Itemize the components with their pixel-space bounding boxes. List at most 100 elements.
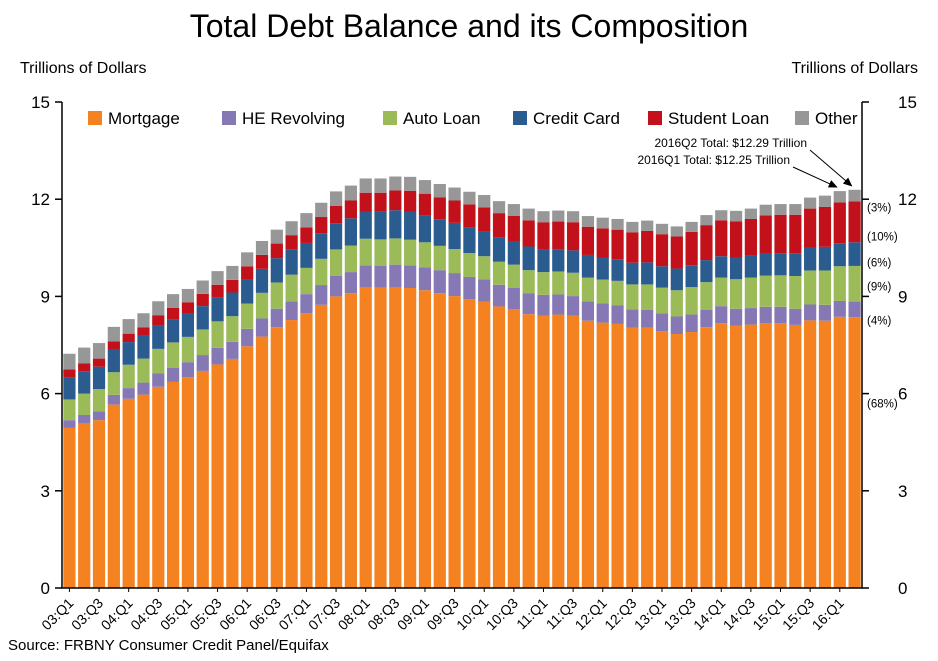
bar-segment-auto-loan [329,249,343,276]
bar-segment-other [522,208,535,221]
bar-03:Q4 [107,326,120,588]
legend-item-student-loan: Student Loan [648,109,769,128]
x-tick-label: 09:Q3 [423,595,461,633]
bar-segment-auto-loan [581,277,595,302]
y-tick-label-left: 6 [41,385,50,404]
x-tick-label: 09:Q1 [394,595,432,633]
bar-segment-credit-card [789,253,802,276]
bar-segment-other [581,216,595,227]
bar-segment-student-loan [181,302,195,314]
bar-segment-student-loan [344,200,357,219]
y-tick-label-left: 12 [31,190,50,209]
bar-segment-student-loan [329,206,343,224]
y-tick-label-left: 9 [41,287,50,306]
bar-segment-other [596,217,609,229]
bar-segment-auto-loan [848,265,861,302]
bar-segment-student-loan [300,227,313,243]
bar-segment-credit-card [122,342,135,365]
legend: Mortgage HE Revolving Auto Loan Credit Card… [88,109,858,128]
bar-segment-credit-card [418,215,432,243]
bar-segment-he-revolving [167,367,180,382]
bar-segment-student-loan [492,213,506,238]
bar-segment-credit-card [611,259,624,281]
bar-segment-other [685,221,698,232]
bar-segment-he-revolving [404,265,417,288]
bar-segment-student-loan [359,192,372,212]
bar-segment-auto-loan [522,270,535,294]
bar-segment-credit-card [774,253,787,276]
bar-segment-mortgage [226,358,239,588]
x-tick-label: 07:Q3 [305,595,343,633]
x-tick-label: 03:Q3 [68,595,106,633]
bar-segment-credit-card [315,233,328,259]
bar-segment-credit-card [211,297,224,322]
bar-segment-student-loan [92,358,106,367]
bar-segment-other [641,220,654,231]
bar-segment-he-revolving [804,304,817,321]
bar-segment-mortgage [507,309,520,588]
bar-segment-student-loan [581,226,595,255]
bar-segment-other [418,180,432,194]
bar-segment-other [655,223,669,235]
bar-segment-mortgage [744,324,757,588]
bar-segment-student-loan [537,222,550,250]
legend-label: Auto Loan [403,109,481,128]
bar-segment-other [804,197,817,209]
bar-06:Q2 [255,241,269,588]
bar-segment-other [552,210,565,222]
bar-segment-auto-loan [700,282,713,310]
bar-segment-other [567,211,580,223]
bar-segment-student-loan [626,232,639,263]
bar-segment-mortgage [611,323,624,588]
bar-segment-credit-card [374,211,387,240]
bar-05:Q3 [211,271,224,588]
bar-segment-he-revolving [537,294,550,316]
bar-segment-other [700,215,713,226]
share-label-credit-card: (6%) [867,257,891,269]
bar-segment-other [774,204,787,215]
bar-segment-he-revolving [418,267,432,291]
bar-segment-he-revolving [567,296,580,316]
bar-segment-mortgage [92,420,106,588]
legend-swatch [222,111,236,125]
bar-segment-he-revolving [848,301,861,318]
bar-09:Q2 [433,183,446,588]
bar-15:Q2 [789,204,802,588]
x-tick-label: 04:Q1 [98,595,136,633]
bar-06:Q4 [285,221,298,588]
y-tick-label-left: 15 [31,93,50,112]
bar-segment-student-loan [596,228,609,258]
bar-segment-auto-loan [789,275,802,309]
bar-08:Q4 [404,176,417,588]
legend-swatch [513,111,527,125]
bar-segment-other [211,271,224,285]
bar-segment-he-revolving [729,308,743,326]
bar-segment-other [181,288,195,303]
bar-segment-other [196,280,209,294]
bar-segment-other [255,241,269,255]
bar-segment-auto-loan [492,261,506,285]
bar-16:Q2 [848,189,861,588]
bar-13:Q2 [670,226,683,588]
bar-segment-other [537,211,550,223]
bar-segment-student-loan [167,307,180,320]
bar-segment-he-revolving [359,265,372,288]
bar-segment-mortgage [700,327,713,588]
bar-segment-he-revolving [774,306,787,324]
x-tick-label: 13:Q1 [631,595,669,633]
bar-segment-credit-card [448,222,461,250]
bar-segment-other [818,195,832,207]
bar-segment-other [670,226,683,237]
bar-segment-mortgage [567,315,580,588]
bar-segment-auto-loan [359,238,372,266]
bar-segment-he-revolving [107,394,120,405]
bar-segment-other [789,204,802,215]
bar-segment-other [63,353,76,370]
bar-segment-auto-loan [374,239,387,266]
bar-segment-auto-loan [478,256,491,280]
bar-segment-auto-loan [818,270,832,305]
bar-segment-other [507,204,520,216]
bar-segment-student-loan [433,197,446,220]
bar-segment-he-revolving [389,264,402,288]
bar-segment-student-loan [789,214,802,254]
